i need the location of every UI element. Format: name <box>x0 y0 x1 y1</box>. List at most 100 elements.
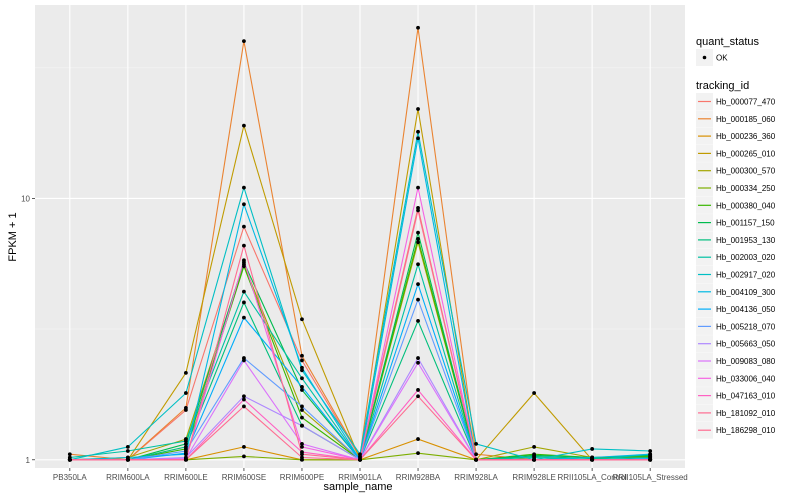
legend-label: Hb_000185_060 <box>716 115 776 124</box>
x-tick-label: PB350LA <box>53 473 87 482</box>
data-point <box>242 224 246 229</box>
x-tick-label: RRIM928LA <box>454 473 498 482</box>
shape-legend-title: quant_status <box>696 36 759 48</box>
x-tick-label: RRII105LA_Control <box>557 473 627 482</box>
data-point <box>242 315 246 320</box>
data-point <box>300 317 304 322</box>
data-point <box>474 457 478 462</box>
data-point <box>300 388 304 392</box>
data-point <box>183 439 188 443</box>
legend-label: Hb_005663_050 <box>716 340 776 349</box>
data-point <box>242 39 246 44</box>
data-point <box>416 388 420 392</box>
data-point <box>358 457 362 462</box>
data-point <box>416 356 420 360</box>
x-axis: PB350LA RRIM600LA RRIM600LE RRIM600SE RRIM60… <box>53 468 688 482</box>
data-point <box>416 282 420 287</box>
data-point <box>358 452 362 457</box>
data-point <box>532 391 537 395</box>
data-point <box>590 447 595 451</box>
data-point <box>474 452 478 457</box>
legend-label: Hb_000236_360 <box>716 132 776 141</box>
data-point <box>242 454 246 459</box>
y-tick-label: 1 <box>26 456 31 465</box>
data-point <box>416 262 420 267</box>
data-point <box>183 405 188 410</box>
data-point <box>532 445 537 449</box>
x-tick-label: RRIM901LA <box>338 473 382 482</box>
data-point <box>416 237 420 241</box>
legend-label: Hb_001157_150 <box>716 219 775 228</box>
data-point <box>183 445 188 449</box>
data-point <box>300 358 304 363</box>
data-point <box>416 185 420 190</box>
data-point <box>242 394 246 399</box>
data-point <box>300 445 304 449</box>
data-point <box>648 449 653 453</box>
data-point <box>532 457 537 462</box>
legend-label: Hb_009083_080 <box>716 357 776 366</box>
legend-label: Hb_004109_300 <box>716 288 776 297</box>
legend-label: Hb_001953_130 <box>716 236 776 245</box>
x-axis-title: sample_name <box>323 481 392 493</box>
data-point <box>648 457 653 462</box>
x-tick-label: RRIM928LE <box>512 473 556 482</box>
data-point <box>300 376 304 381</box>
data-point <box>125 445 130 449</box>
legend-label: Hb_004136_050 <box>716 305 776 314</box>
data-point <box>300 365 304 370</box>
y-axis-title: FPKM + 1 <box>7 212 19 261</box>
data-point <box>416 107 420 111</box>
data-point <box>416 129 420 134</box>
legend-label: Hb_000077_470 <box>716 98 776 107</box>
data-point <box>183 457 188 462</box>
data-point <box>242 445 246 449</box>
data-point <box>183 449 188 453</box>
data-point <box>67 457 72 462</box>
data-point <box>125 449 130 453</box>
data-point <box>300 404 304 409</box>
data-point <box>590 457 595 462</box>
data-point <box>242 300 246 305</box>
data-point <box>183 391 188 395</box>
data-point <box>300 353 304 358</box>
data-point <box>416 230 420 235</box>
data-point <box>242 123 246 128</box>
data-point <box>474 442 478 446</box>
data-point <box>242 404 246 409</box>
data-point <box>242 397 246 402</box>
legend-label: Hb_000334_250 <box>716 184 776 193</box>
color-legend-title: tracking_id <box>696 80 749 92</box>
data-point <box>125 457 130 462</box>
data-point <box>416 136 420 141</box>
legend-label: Hb_186298_010 <box>716 426 776 435</box>
data-point <box>416 360 420 365</box>
data-points <box>67 25 653 462</box>
data-point <box>242 185 246 190</box>
data-point <box>300 415 304 420</box>
data-point <box>416 437 420 441</box>
data-point <box>416 394 420 399</box>
data-point <box>242 358 246 363</box>
data-point <box>242 258 246 263</box>
data-point <box>648 452 653 457</box>
data-point <box>300 455 304 460</box>
data-point <box>416 208 420 213</box>
legend-label: Hb_002917_020 <box>716 271 776 280</box>
data-point <box>300 423 304 428</box>
data-point <box>242 289 246 294</box>
data-point <box>416 240 420 245</box>
legend-label: Hb_005218_070 <box>716 322 776 331</box>
x-tick-label: RRIM600LA <box>106 473 150 482</box>
legend-label: Hb_181092_010 <box>716 409 776 418</box>
shape-legend-label: OK <box>716 54 728 63</box>
data-point <box>183 370 188 375</box>
x-tick-label: RRIM600LE <box>164 473 208 482</box>
legend-label: Hb_000380_040 <box>716 201 776 210</box>
data-point <box>416 451 420 456</box>
data-point <box>300 452 304 457</box>
y-axis: 1 10 <box>21 194 35 465</box>
legend-label: Hb_000300_570 <box>716 167 776 176</box>
data-point <box>242 264 246 269</box>
